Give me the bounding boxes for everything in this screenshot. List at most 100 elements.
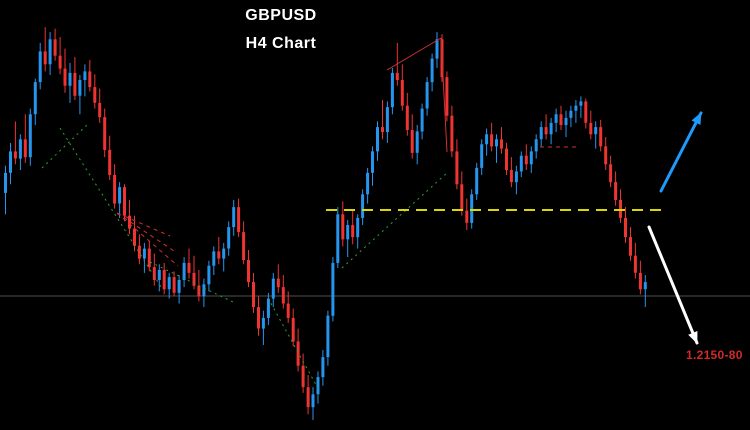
candle — [371, 146, 374, 186]
candle-body — [420, 108, 424, 132]
candle — [455, 139, 459, 190]
candle — [534, 134, 538, 159]
candle-body — [633, 255, 637, 273]
price-target-label: 1.2150-80 — [686, 348, 743, 362]
candle-body — [584, 101, 588, 123]
candle — [356, 214, 360, 249]
candle-body — [495, 139, 498, 147]
candle-body — [609, 164, 613, 183]
candle — [281, 275, 285, 309]
candle-body — [569, 110, 573, 118]
candle-body — [361, 194, 365, 218]
candle — [410, 114, 414, 159]
candle — [524, 144, 528, 170]
candle — [212, 246, 216, 275]
candle — [559, 105, 563, 130]
red-fan-line-2 — [116, 212, 175, 252]
candle-body — [381, 127, 384, 133]
candle-body — [38, 51, 42, 83]
candle — [296, 328, 300, 372]
candle-body — [604, 146, 608, 165]
candle-body — [425, 82, 429, 109]
candle — [192, 255, 196, 290]
candle-body — [118, 187, 122, 204]
candle — [142, 242, 146, 273]
candle — [83, 64, 87, 97]
candle — [480, 139, 484, 175]
candle — [108, 135, 112, 180]
candle-body — [410, 130, 414, 153]
red-fan-line-3 — [116, 212, 179, 267]
candle — [276, 264, 280, 293]
candle-body — [123, 187, 126, 216]
candle-body — [534, 139, 538, 152]
candle-body — [505, 148, 508, 170]
candle-body — [53, 39, 57, 56]
candle-body — [366, 172, 370, 195]
candle-body — [395, 72, 399, 80]
candle — [609, 155, 613, 188]
candle-body — [326, 315, 330, 358]
candle-body — [614, 182, 618, 200]
candle — [465, 198, 469, 230]
candle — [514, 165, 518, 195]
candle — [415, 125, 419, 165]
red-peak-drop-line — [440, 37, 448, 153]
candle-body — [529, 151, 533, 165]
candle — [594, 121, 598, 149]
candle — [128, 200, 131, 235]
candle-body — [430, 58, 434, 83]
candle-body — [266, 298, 270, 318]
candle — [336, 207, 340, 268]
candle-body — [465, 210, 469, 223]
candle — [485, 128, 489, 156]
candle — [137, 234, 141, 265]
candle-body — [455, 151, 459, 185]
candle-body — [63, 68, 67, 86]
candle-body — [73, 72, 77, 96]
candle — [420, 103, 424, 140]
candle-body — [147, 248, 151, 268]
candle-body — [18, 139, 22, 159]
candle-body — [564, 117, 568, 125]
candle — [167, 272, 171, 299]
candle-body — [247, 260, 250, 283]
candle — [390, 67, 394, 115]
candle — [475, 162, 479, 200]
candle — [93, 74, 97, 109]
candle — [43, 27, 47, 72]
candle — [574, 100, 578, 123]
green-plunge-line — [267, 297, 321, 393]
candle-body — [544, 127, 548, 135]
candle-body — [133, 228, 136, 246]
candle-body — [13, 151, 17, 159]
candle — [589, 110, 593, 140]
candle — [584, 98, 588, 129]
candle — [346, 220, 350, 258]
candle — [123, 184, 126, 222]
candle — [579, 96, 583, 118]
candle — [405, 92, 409, 136]
candle-body — [589, 122, 593, 135]
candle-body — [93, 87, 97, 103]
candle — [500, 127, 503, 154]
candle-body — [574, 105, 578, 111]
candle — [638, 260, 642, 295]
candle — [73, 57, 77, 100]
candle — [33, 78, 37, 125]
candle-body — [98, 102, 102, 118]
candle-body — [33, 82, 37, 115]
candle-body — [261, 317, 265, 329]
candle — [331, 257, 335, 322]
candle-body — [142, 248, 146, 259]
candle-body — [286, 303, 290, 318]
candle-body — [311, 394, 315, 408]
candle-body — [172, 277, 176, 293]
candle — [147, 241, 151, 272]
chart-subtitle: H4 Chart — [245, 35, 317, 52]
candle — [301, 353, 305, 393]
candle-body — [227, 227, 231, 249]
candle-body — [83, 71, 87, 80]
candle-body — [480, 144, 484, 168]
candle-body — [341, 214, 345, 240]
